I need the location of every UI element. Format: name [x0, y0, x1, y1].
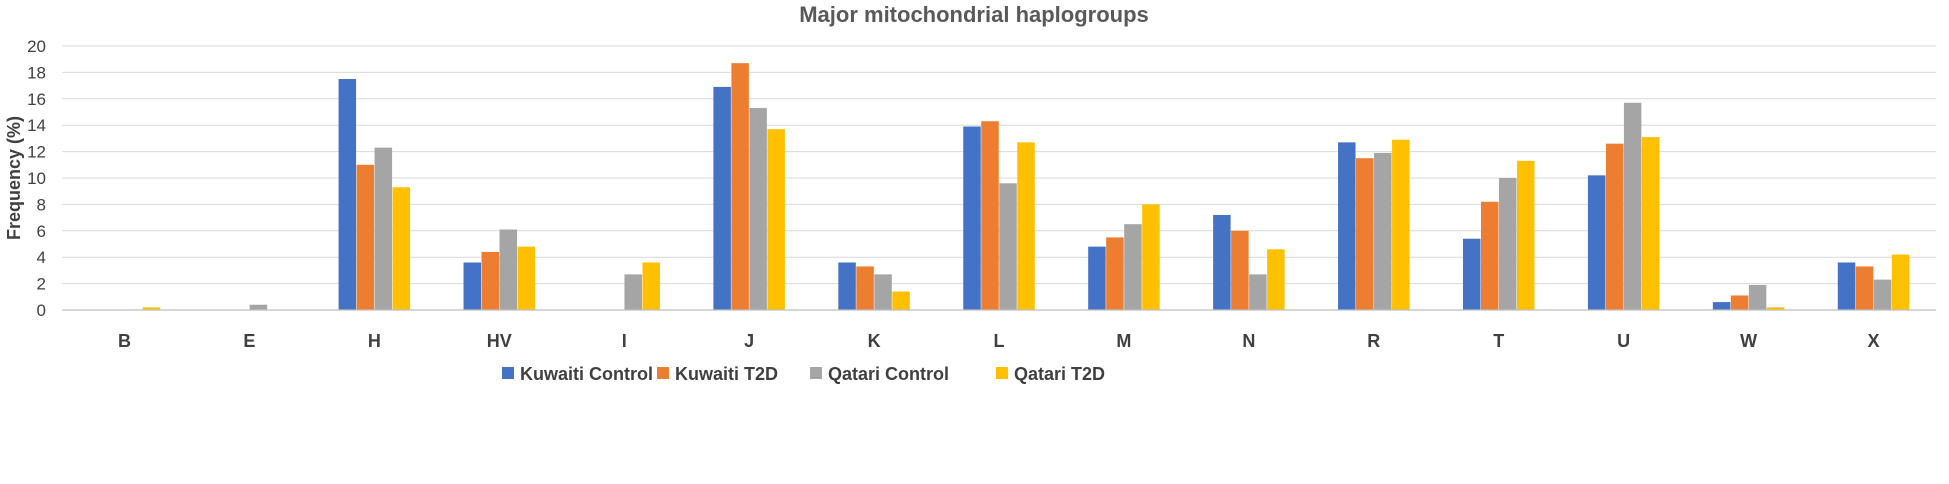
legend-swatch-3 — [996, 367, 1008, 379]
bar-r-series-1 — [1356, 158, 1374, 310]
x-tick-label: X — [1868, 331, 1880, 351]
bar-hv-series-1 — [481, 251, 500, 310]
bar-k-series-2 — [874, 274, 892, 310]
bar-t-series-3 — [1516, 160, 1535, 310]
bar-t-series-0 — [1462, 238, 1481, 310]
legend-swatch-0 — [502, 367, 514, 379]
bar-m-series-1 — [1106, 237, 1124, 310]
y-tick-label: 2 — [37, 275, 46, 294]
gridlines — [62, 45, 1936, 285]
y-axis-label: Frequency (%) — [4, 116, 24, 240]
x-tick-label: HV — [487, 331, 512, 351]
bar-j-series-2 — [749, 108, 767, 310]
bar-h-series-2 — [374, 147, 393, 310]
bar-n-series-1 — [1231, 230, 1249, 310]
legend-label-1: Kuwaiti T2D — [675, 364, 778, 384]
bar-x-series-2 — [1873, 279, 1892, 310]
legend: Kuwaiti Control Kuwaiti T2D Qatari Control… — [502, 364, 1105, 384]
bar-j-series-1 — [731, 63, 749, 310]
bar-i-series-3 — [642, 262, 660, 310]
bar-k-series-1 — [856, 266, 874, 310]
y-tick-label: 8 — [37, 195, 46, 214]
bar-k-series-0 — [838, 262, 856, 310]
bar-r-series-2 — [1374, 152, 1392, 310]
x-tick-label: B — [118, 331, 131, 351]
legend-label-2: Qatari Control — [828, 364, 949, 384]
x-tick-label: J — [744, 331, 754, 351]
bar-w-series-1 — [1730, 295, 1749, 310]
x-tick-label: K — [868, 331, 881, 351]
bar-k-series-3 — [892, 291, 910, 310]
bar-t-series-1 — [1480, 201, 1499, 310]
bar-m-series-2 — [1124, 224, 1142, 310]
x-tick-label: M — [1116, 331, 1131, 351]
x-tick-label: L — [994, 331, 1005, 351]
bar-b-series-3 — [142, 307, 161, 310]
bar-n-series-0 — [1213, 214, 1231, 310]
x-axis-ticks: B E H HV I J K L M N R T U W X — [118, 331, 1880, 351]
bar-u-series-2 — [1623, 102, 1642, 310]
bar-u-series-3 — [1641, 137, 1660, 310]
bar-x-series-1 — [1855, 266, 1874, 310]
bar-r-series-3 — [1392, 139, 1410, 310]
bar-l-series-2 — [999, 183, 1017, 310]
bar-w-series-2 — [1748, 284, 1767, 310]
y-tick-label: 14 — [27, 116, 46, 135]
x-tick-label: N — [1242, 331, 1255, 351]
legend-label-0: Kuwaiti Control — [520, 364, 653, 384]
bar-hv-series-2 — [499, 229, 518, 310]
x-tick-label: W — [1740, 331, 1757, 351]
bar-h-series-3 — [392, 187, 411, 310]
bar-x-series-0 — [1837, 262, 1856, 310]
bar-n-series-2 — [1249, 274, 1267, 310]
bar-u-series-1 — [1605, 143, 1624, 310]
bar-t-series-2 — [1498, 178, 1517, 310]
bar-h-series-1 — [356, 164, 375, 310]
legend-swatch-2 — [810, 367, 822, 379]
bar-n-series-3 — [1267, 249, 1285, 310]
bar-m-series-0 — [1088, 246, 1106, 310]
bar-j-series-3 — [767, 129, 785, 310]
bar-l-series-0 — [963, 126, 981, 311]
bar-hv-series-3 — [517, 246, 536, 310]
y-tick-label: 18 — [27, 63, 46, 82]
bar-w-series-3 — [1766, 307, 1785, 310]
chart-title: Major mitochondrial haplogroups — [799, 2, 1149, 27]
x-tick-label: U — [1617, 331, 1630, 351]
bar-i-series-2 — [624, 274, 642, 310]
y-tick-label: 16 — [27, 90, 46, 109]
legend-swatch-1 — [657, 367, 669, 379]
bar-hv-series-0 — [463, 262, 482, 310]
x-tick-label: H — [368, 331, 381, 351]
x-tick-label: R — [1367, 331, 1380, 351]
bar-e-series-2 — [249, 304, 268, 310]
bar-w-series-0 — [1712, 302, 1731, 310]
y-tick-label: 0 — [37, 301, 46, 320]
bar-r-series-0 — [1338, 142, 1356, 310]
x-tick-label: T — [1493, 331, 1504, 351]
bar-l-series-1 — [981, 121, 999, 311]
bar-l-series-3 — [1017, 142, 1035, 310]
legend-label-3: Qatari T2D — [1014, 364, 1105, 384]
bars — [142, 63, 1910, 311]
bar-u-series-0 — [1587, 175, 1606, 310]
y-axis-ticks: 0 2 4 6 8 10 12 14 16 18 20 — [27, 37, 46, 320]
x-tick-label: I — [622, 331, 627, 351]
y-tick-label: 10 — [27, 169, 46, 188]
y-tick-label: 4 — [37, 248, 46, 267]
y-tick-label: 6 — [37, 222, 46, 241]
bar-x-series-3 — [1891, 254, 1910, 310]
y-tick-label: 20 — [27, 37, 46, 56]
x-tick-label: E — [243, 331, 255, 351]
bar-h-series-0 — [338, 79, 357, 310]
bar-m-series-3 — [1142, 204, 1160, 310]
y-tick-label: 12 — [27, 143, 46, 162]
bar-j-series-0 — [713, 86, 731, 310]
